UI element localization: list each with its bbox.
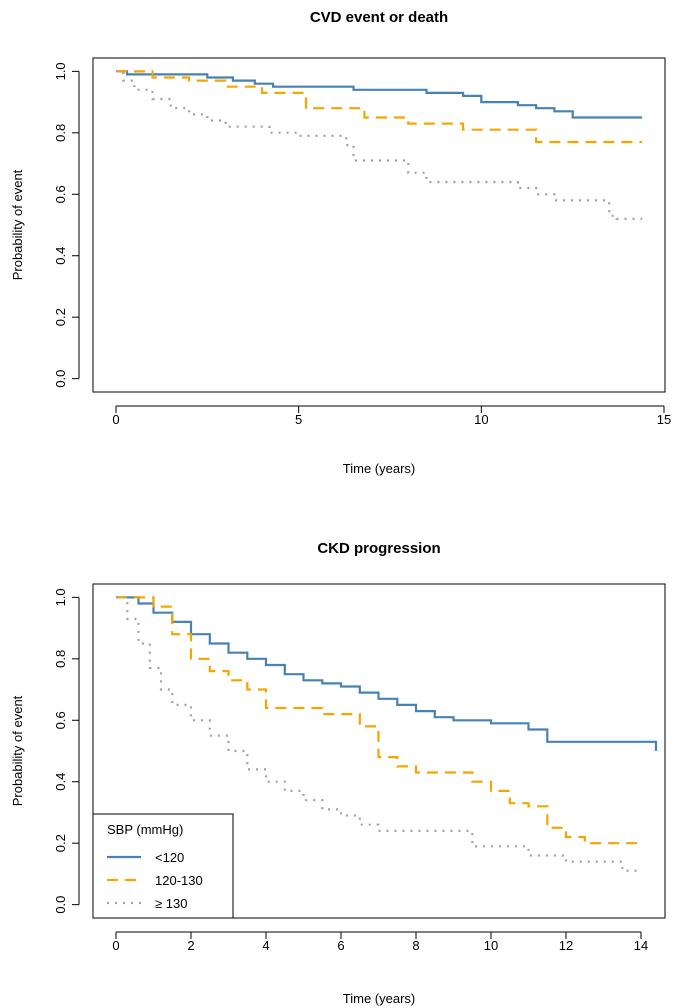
chart-2-x-tick-label: 14 <box>634 938 648 953</box>
chart-2-series-line-1 <box>116 596 658 751</box>
chart-1-y-tick-label: 0.4 <box>53 247 68 265</box>
chart-2-y-tick-label: 1.0 <box>53 588 68 606</box>
chart-1-plot-frame <box>92 57 666 393</box>
chart-1-y-tick-label: 0.0 <box>53 370 68 388</box>
chart-2-x-tick-label: 10 <box>484 938 498 953</box>
chart-2-legend-title: SBP (mmHg) <box>107 822 183 837</box>
chart-2-x-tick-label: 6 <box>337 938 344 953</box>
chart-1-x-tick-label: 0 <box>112 412 119 427</box>
chart-2-legend-box <box>92 813 234 919</box>
chart-1-x-tick-label: 5 <box>295 412 302 427</box>
chart-2-x-tick-label: 2 <box>187 938 194 953</box>
chart-2-y-tick-label: 0.4 <box>53 773 68 791</box>
chart-2-x-tick-label: 12 <box>559 938 573 953</box>
chart-2-legend-entry-1: <120 <box>155 850 184 865</box>
chart-2-x-tick-label: 0 <box>112 938 119 953</box>
chart-2-x-tick-label: 4 <box>262 938 269 953</box>
chart-1-x-axis-label: Time (years) <box>343 461 415 476</box>
chart-1-x-tick-label: 15 <box>657 412 671 427</box>
chart-2-series-line-2 <box>116 596 641 845</box>
chart-1-y-axis-label: Probability of event <box>10 169 25 280</box>
chart-2-x-axis-label: Time (years) <box>343 991 415 1006</box>
chart-2-y-axis-label: Probability of event <box>10 695 25 806</box>
chart-2-y-tick-label: 0.2 <box>53 834 68 852</box>
chart-2-plot-frame <box>92 583 666 919</box>
chart-1-title: CVD event or death <box>310 9 448 26</box>
chart-2-title: CKD progression <box>317 540 440 557</box>
chart-2-x-tick-label: 8 <box>412 938 419 953</box>
chart-2-series-line-3 <box>116 596 641 872</box>
chart-2-y-tick-label: 0.6 <box>53 711 68 729</box>
chart-1-series-line-1 <box>116 70 643 119</box>
chart-1-x-tick-label: 10 <box>474 412 488 427</box>
chart-2-y-tick-label: 0.8 <box>53 650 68 668</box>
chart-1-y-tick-label: 0.6 <box>53 185 68 203</box>
chart-2-y-tick-label: 0.0 <box>53 896 68 914</box>
chart-1-series-line-2 <box>116 70 643 144</box>
chart-2-legend-entry-2: 120-130 <box>155 873 203 888</box>
chart-1-y-tick-label: 0.2 <box>53 308 68 326</box>
chart-1-y-tick-label: 1.0 <box>53 62 68 80</box>
chart-2-legend-entry-3: ≥ 130 <box>155 896 187 911</box>
chart-1-series-line-3 <box>116 70 643 220</box>
chart-1-y-tick-label: 0.8 <box>53 124 68 142</box>
